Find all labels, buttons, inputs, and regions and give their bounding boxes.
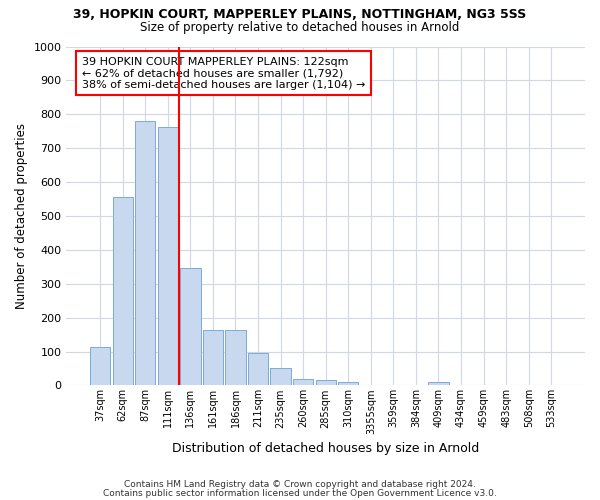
Text: Size of property relative to detached houses in Arnold: Size of property relative to detached ho… bbox=[140, 21, 460, 34]
Bar bbox=[226, 330, 245, 386]
Bar bbox=[135, 122, 155, 386]
Bar bbox=[90, 347, 110, 386]
Bar bbox=[180, 268, 200, 386]
Bar bbox=[158, 127, 178, 386]
X-axis label: Distribution of detached houses by size in Arnold: Distribution of detached houses by size … bbox=[172, 442, 479, 455]
Text: 39 HOPKIN COURT MAPPERLEY PLAINS: 122sqm
← 62% of detached houses are smaller (1: 39 HOPKIN COURT MAPPERLEY PLAINS: 122sqm… bbox=[82, 56, 365, 90]
Bar bbox=[203, 330, 223, 386]
Y-axis label: Number of detached properties: Number of detached properties bbox=[15, 123, 28, 309]
Bar bbox=[248, 353, 268, 386]
Text: Contains public sector information licensed under the Open Government Licence v3: Contains public sector information licen… bbox=[103, 488, 497, 498]
Bar bbox=[338, 382, 358, 386]
Bar bbox=[428, 382, 449, 386]
Text: Contains HM Land Registry data © Crown copyright and database right 2024.: Contains HM Land Registry data © Crown c… bbox=[124, 480, 476, 489]
Bar bbox=[113, 197, 133, 386]
Text: 39, HOPKIN COURT, MAPPERLEY PLAINS, NOTTINGHAM, NG3 5SS: 39, HOPKIN COURT, MAPPERLEY PLAINS, NOTT… bbox=[73, 8, 527, 20]
Bar bbox=[293, 380, 313, 386]
Bar bbox=[271, 368, 291, 386]
Bar bbox=[316, 380, 336, 386]
